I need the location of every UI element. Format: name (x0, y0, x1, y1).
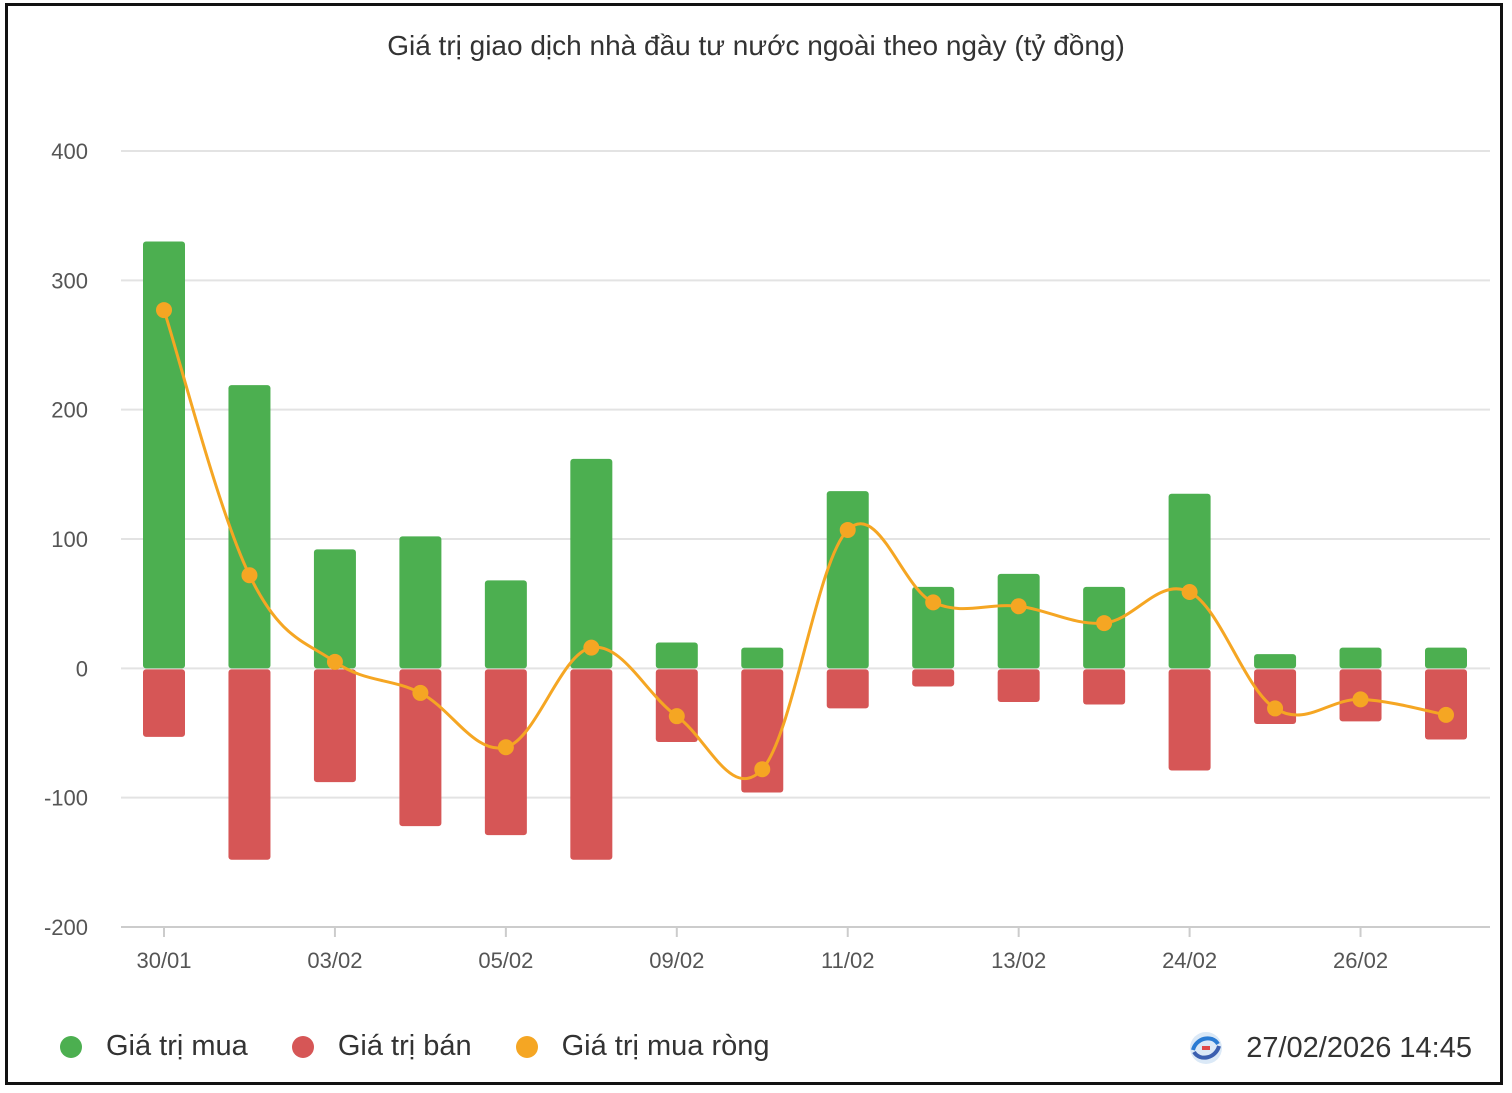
y-tick-label: 200 (51, 398, 88, 423)
sell-bar (1168, 669, 1211, 771)
timestamp-area: 27/02/2026 14:45 (1188, 1030, 1472, 1066)
x-tick-label: 24/02 (1162, 948, 1217, 973)
net-point (497, 739, 514, 756)
buy-bar (228, 385, 271, 669)
net-point (668, 708, 685, 725)
buy-bar (1168, 493, 1211, 669)
y-tick-label: -200 (44, 915, 88, 940)
buy-bar (655, 642, 698, 669)
sell-bar (1254, 669, 1297, 724)
y-tick-label: 0 (76, 656, 88, 681)
sell-bar (313, 669, 356, 783)
sell-bar (228, 669, 271, 860)
sell-bar (1083, 669, 1126, 705)
buy-bar (741, 647, 784, 669)
legend-item: Giá trị mua (60, 1030, 248, 1063)
sell-bar (741, 669, 784, 793)
net-point (1438, 706, 1454, 723)
y-tick-label: 300 (51, 268, 88, 293)
net-point (1096, 615, 1113, 632)
legend-label: Giá trị mua ròng (561, 1030, 770, 1062)
y-tick-label: 100 (51, 527, 88, 552)
net-point (583, 639, 600, 656)
x-tick-label: 03/02 (307, 948, 362, 973)
x-tick-label: 13/02 (991, 948, 1046, 973)
sell-bar (997, 669, 1040, 702)
legend-dot-icon (515, 1035, 538, 1058)
net-point (156, 302, 172, 319)
net-point (1352, 691, 1369, 708)
sell-bar (1425, 669, 1467, 740)
buy-bar (1339, 647, 1382, 669)
x-tick-label: 09/02 (649, 948, 704, 973)
legend-dot-icon (291, 1035, 314, 1058)
sell-bar (912, 669, 955, 687)
net-point (1010, 598, 1027, 615)
buy-bar (570, 458, 613, 669)
buy-bar (997, 573, 1040, 669)
legend-item: Giá trị bán (291, 1030, 472, 1063)
y-tick-label: 400 (51, 139, 88, 164)
net-point (241, 567, 258, 584)
x-tick-label: 30/01 (136, 948, 191, 973)
x-tick-label: 11/02 (821, 948, 874, 973)
buy-bar (1425, 647, 1467, 669)
x-tick-label: 26/02 (1333, 948, 1388, 973)
net-point (754, 761, 771, 778)
x-tick-label: 05/02 (478, 948, 533, 973)
net-point (1181, 584, 1198, 601)
buy-bar (826, 491, 869, 669)
swirl-logo-icon (1190, 1032, 1223, 1064)
buy-bar (484, 580, 527, 669)
legend-label: Giá trị mua (106, 1030, 248, 1062)
legend-label: Giá trị bán (337, 1030, 472, 1062)
net-point (1267, 700, 1284, 717)
timestamp-text: 27/02/2026 14:45 (1246, 1031, 1472, 1064)
chart-title: Giá trị giao dịch nhà đầu tư nước ngoài … (387, 30, 1125, 61)
sell-bar (143, 669, 185, 737)
legend-item: Giá trị mua ròng (515, 1030, 770, 1063)
net-line (162, 309, 1447, 780)
buy-bar (1254, 654, 1297, 669)
buy-bar (313, 549, 356, 669)
y-tick-label: -100 (44, 786, 88, 811)
net-point (839, 521, 856, 538)
sell-bar (399, 669, 442, 827)
legend-dot-icon (60, 1035, 82, 1058)
net-point (412, 684, 429, 701)
buy-bar (399, 536, 442, 669)
chart-legend: Giá trị mua Giá trị bán Giá trị mua ròng (60, 1030, 814, 1063)
sell-bar (826, 669, 869, 709)
net-point (925, 594, 942, 611)
net-point (326, 653, 343, 670)
sell-bar (570, 669, 613, 860)
